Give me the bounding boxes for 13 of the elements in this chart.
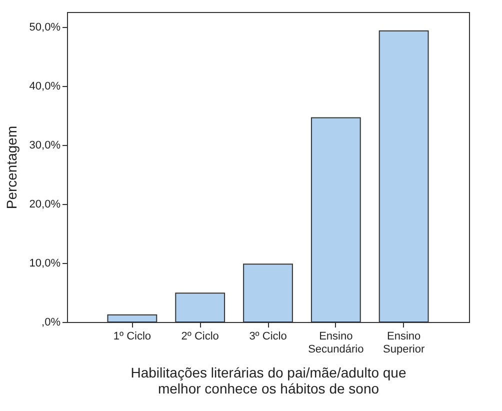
x-tick-label: 3º Ciclo <box>249 330 287 342</box>
y-tick-label: 40,0% <box>29 80 61 92</box>
y-tick-label: 20,0% <box>29 198 61 210</box>
y-tick-label: 10,0% <box>29 257 61 270</box>
x-tick-label: 1º Ciclo <box>113 330 152 342</box>
x-tick-label: 2º Ciclo <box>181 330 219 342</box>
y-tick-label: ,0% <box>42 316 61 328</box>
x-tick-label: Ensino Secundário <box>308 330 364 356</box>
x-tick-label: Ensino Superior <box>383 330 425 356</box>
y-tick-label: 50,0% <box>29 21 61 34</box>
y-tick-label: 30,0% <box>29 139 61 152</box>
y-axis-title: Percentagem <box>3 126 20 210</box>
x-axis-title: Habilitações literárias do pai/mãe/adulto que melhor conhece os hábitos de sono <box>130 364 406 396</box>
